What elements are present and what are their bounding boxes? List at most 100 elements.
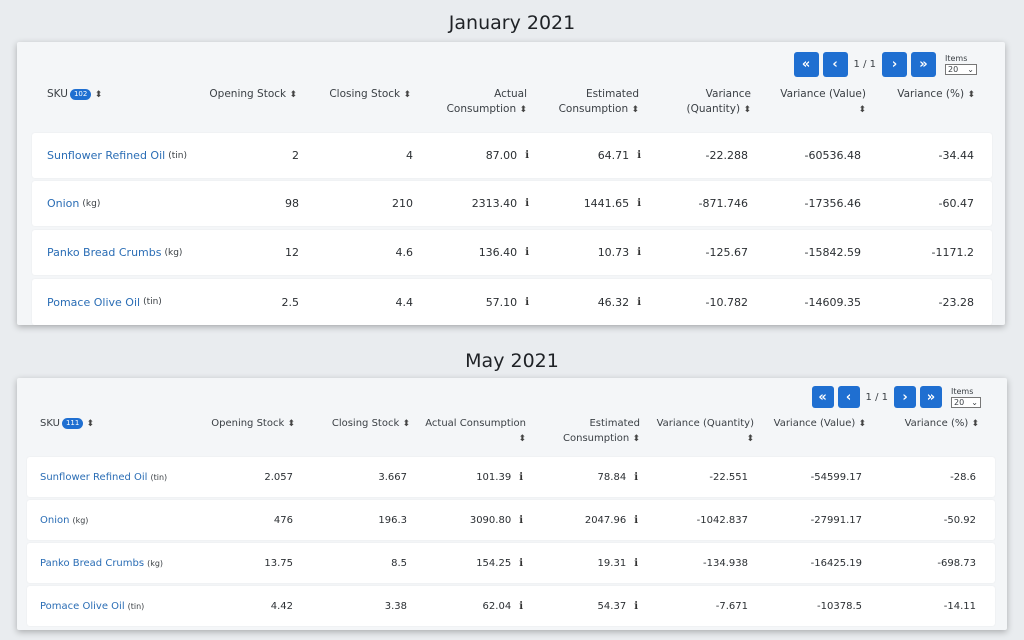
- col-header-variance-percent[interactable]: Variance (%) ⬍: [905, 416, 979, 432]
- estimated-consumption-value: 19.31: [597, 557, 627, 569]
- var-qty-header-line1: Variance (Quantity): [656, 418, 754, 429]
- sort-icon[interactable]: ⬍: [289, 90, 297, 100]
- sort-icon[interactable]: ⬍: [971, 419, 979, 429]
- col-header-actual-consumption[interactable]: Actual Consumption ⬍: [447, 87, 527, 118]
- sort-icon[interactable]: ⬍: [632, 434, 640, 444]
- actual-consumption-value: 2313.40: [471, 197, 518, 210]
- sort-icon[interactable]: ⬍: [94, 90, 103, 100]
- actual-consumption-cell: 62.04 i: [483, 586, 523, 626]
- items-per-page-select[interactable]: 20 ⌄: [945, 64, 977, 75]
- sku-cell[interactable]: Onion (kg): [40, 500, 88, 540]
- info-icon[interactable]: i: [634, 514, 638, 526]
- first-page-button[interactable]: «: [793, 52, 819, 77]
- info-icon[interactable]: i: [637, 247, 641, 258]
- col-header-estimated-consumption[interactable]: Estimated Consumption ⬍: [559, 87, 639, 118]
- info-icon[interactable]: i: [525, 247, 529, 258]
- info-icon[interactable]: i: [637, 150, 641, 161]
- sort-icon[interactable]: ⬍: [402, 419, 410, 429]
- actual-consumption-value: 87.00: [485, 149, 518, 162]
- opening-header-label: Opening Stock: [209, 88, 287, 100]
- table-row: Onion (kg) 98 210 2313.40 i 1441.65 i -871.…: [32, 181, 992, 226]
- col-header-closing-stock[interactable]: Closing Stock ⬍: [332, 416, 410, 432]
- col-header-variance-value[interactable]: Variance (Value) ⬍: [774, 416, 866, 432]
- sku-link[interactable]: Onion: [40, 514, 70, 526]
- info-icon[interactable]: i: [519, 471, 523, 483]
- col-header-actual-consumption[interactable]: Actual Consumption ⬍: [425, 416, 526, 447]
- last-page-button[interactable]: »: [911, 52, 936, 77]
- sku-link[interactable]: Sunflower Refined Oil: [47, 149, 166, 162]
- sort-icon[interactable]: ⬍: [743, 105, 751, 115]
- sort-icon[interactable]: ⬍: [967, 90, 975, 100]
- actual-consumption-cell: 101.39 i: [476, 457, 523, 497]
- col-header-sku[interactable]: SKU 102 ⬍: [47, 87, 102, 103]
- prev-page-button[interactable]: ‹: [822, 52, 848, 77]
- sort-icon[interactable]: ⬍: [746, 434, 754, 444]
- sku-cell[interactable]: Onion (kg): [47, 181, 100, 226]
- info-icon[interactable]: i: [637, 296, 641, 308]
- sku-link[interactable]: Panko Bread Crumbs: [47, 246, 162, 259]
- sort-icon[interactable]: ⬍: [858, 105, 866, 115]
- info-icon[interactable]: i: [634, 600, 638, 612]
- info-icon[interactable]: i: [519, 514, 523, 526]
- first-page-button[interactable]: «: [811, 386, 834, 408]
- col-header-closing-stock[interactable]: Closing Stock ⬍: [329, 87, 411, 103]
- next-page-button[interactable]: ›: [882, 52, 907, 77]
- col-header-variance-quantity[interactable]: Variance (Quantity) ⬍: [687, 87, 751, 118]
- info-icon[interactable]: i: [634, 471, 638, 483]
- var-val-header-label: Variance (Value): [780, 88, 866, 100]
- actual-consumption-value: 154.25: [476, 557, 512, 569]
- opening-stock-cell: 2: [292, 149, 299, 162]
- sku-link[interactable]: Panko Bread Crumbs: [40, 557, 145, 569]
- items-per-page-select[interactable]: 20 ⌄: [951, 396, 981, 408]
- actual-consumption-cell: 57.10 i: [486, 279, 529, 325]
- sort-icon[interactable]: ⬍: [403, 90, 411, 100]
- prev-page-button[interactable]: ‹: [837, 386, 860, 408]
- sort-icon[interactable]: ⬍: [631, 105, 639, 115]
- closing-stock-cell: 8.5: [391, 557, 407, 569]
- info-icon[interactable]: i: [525, 150, 529, 161]
- col-header-opening-stock[interactable]: Opening Stock ⬍: [211, 416, 295, 432]
- col-header-variance-value[interactable]: Variance (Value) ⬍: [780, 87, 866, 118]
- sku-link[interactable]: Pomace Olive Oil: [47, 295, 141, 309]
- col-header-variance-quantity[interactable]: Variance (Quantity) ⬍: [657, 416, 754, 447]
- info-icon[interactable]: i: [637, 198, 641, 209]
- variance-percent-cell: -23.28: [938, 295, 974, 309]
- sku-cell[interactable]: Sunflower Refined Oil (tin): [47, 133, 187, 178]
- table-row: Panko Bread Crumbs (kg) 12 4.6 136.40 i 10…: [32, 230, 992, 275]
- closing-stock-cell: 210: [392, 197, 413, 210]
- sort-icon[interactable]: ⬍: [86, 419, 95, 429]
- sort-icon[interactable]: ⬍: [287, 419, 295, 429]
- estimated-header-line2: Consumption: [558, 103, 629, 115]
- col-header-opening-stock[interactable]: Opening Stock ⬍: [209, 87, 297, 103]
- sort-icon[interactable]: ⬍: [858, 419, 866, 429]
- opening-stock-cell: 12: [285, 246, 299, 259]
- sku-link[interactable]: Sunflower Refined Oil: [40, 471, 148, 483]
- info-icon[interactable]: i: [519, 557, 523, 569]
- info-icon[interactable]: i: [519, 600, 523, 612]
- sku-link[interactable]: Pomace Olive Oil: [40, 600, 125, 612]
- items-per-page-value: 20: [954, 397, 965, 407]
- info-icon[interactable]: i: [634, 557, 638, 569]
- opening-stock-cell: 476: [273, 514, 293, 526]
- sku-cell[interactable]: Pomace Olive Oil (tin): [40, 586, 144, 626]
- var-qty-header-line1: Variance: [705, 88, 751, 100]
- items-per-page: Items 20 ⌄: [945, 54, 977, 75]
- info-icon[interactable]: i: [525, 296, 529, 308]
- last-page-button[interactable]: »: [920, 386, 942, 408]
- sort-icon[interactable]: ⬍: [518, 434, 526, 444]
- sort-icon[interactable]: ⬍: [519, 105, 527, 115]
- actual-header-line1: Actual Consumption: [425, 418, 526, 429]
- sku-cell[interactable]: Pomace Olive Oil (tin): [47, 279, 162, 325]
- col-header-variance-percent[interactable]: Variance (%) ⬍: [897, 87, 975, 103]
- sku-cell[interactable]: Panko Bread Crumbs (kg): [40, 543, 163, 583]
- col-header-sku[interactable]: SKU 111 ⬍: [40, 416, 94, 432]
- info-icon[interactable]: i: [525, 198, 529, 209]
- variance-value-cell: -17356.46: [804, 197, 861, 210]
- estimated-header-line1: Estimated: [585, 88, 639, 100]
- sku-link[interactable]: Onion: [47, 197, 80, 210]
- col-header-estimated-consumption[interactable]: Estimated Consumption ⬍: [563, 416, 640, 447]
- sku-cell[interactable]: Sunflower Refined Oil (tin): [40, 457, 167, 497]
- sku-unit: (tin): [150, 472, 168, 482]
- next-page-button[interactable]: ›: [894, 386, 916, 408]
- sku-cell[interactable]: Panko Bread Crumbs (kg): [47, 230, 182, 275]
